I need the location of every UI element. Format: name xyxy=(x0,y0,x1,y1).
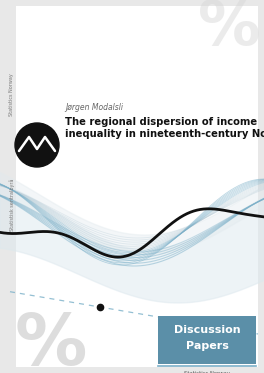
Text: %: % xyxy=(15,310,87,373)
Circle shape xyxy=(15,123,59,167)
Text: Papers: Papers xyxy=(186,341,228,351)
Text: inequality in nineteenth-century Norway: inequality in nineteenth-century Norway xyxy=(65,129,264,139)
Text: The regional dispersion of income: The regional dispersion of income xyxy=(65,117,257,127)
Text: %: % xyxy=(198,0,261,58)
Text: Statistics Norway: Statistics Norway xyxy=(10,73,15,116)
Text: Discussion: Discussion xyxy=(174,325,240,335)
Text: Statistisk sentralbyrå: Statistisk sentralbyrå xyxy=(9,179,15,231)
Text: Statistics Norway: Statistics Norway xyxy=(184,372,230,373)
Bar xyxy=(158,316,256,364)
Text: Jørgen Modalsli: Jørgen Modalsli xyxy=(65,103,123,113)
